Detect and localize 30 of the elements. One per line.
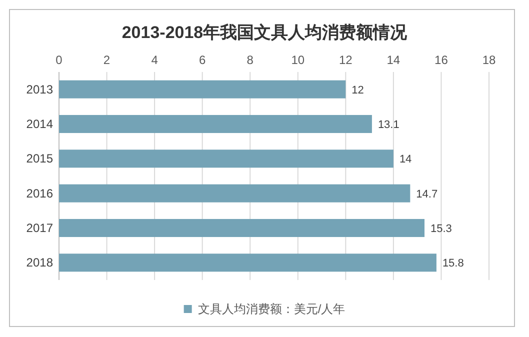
bar [59, 114, 372, 134]
x-tick-label: 10 [291, 53, 305, 67]
bar [59, 150, 394, 168]
x-tick-label: 14 [386, 53, 400, 67]
data-label: 13.1 [378, 119, 400, 131]
x-tick-label: 18 [482, 53, 496, 67]
legend-label: 文具人均消费额：美元/人年 [198, 302, 346, 316]
bar [59, 80, 346, 98]
x-tick-label: 12 [338, 53, 353, 67]
data-label: 14.7 [416, 188, 438, 200]
y-tick-label: 2017 [26, 221, 54, 235]
bar [59, 184, 410, 202]
x-tick-label: 2 [103, 53, 110, 67]
data-label: 15.3 [430, 223, 452, 235]
x-tick-label: 8 [246, 53, 254, 67]
chart-title: 2013-2018年我国文具人均消费额情况 [122, 23, 408, 42]
y-tick-label: 2018 [26, 256, 54, 270]
bar [59, 218, 424, 238]
y-tick-label: 2016 [26, 186, 54, 200]
bar [59, 254, 436, 272]
y-tick-label: 2014 [26, 117, 54, 131]
data-label: 12 [352, 84, 364, 96]
y-tick-label: 2013 [26, 82, 54, 96]
x-tick-label: 16 [434, 53, 448, 67]
y-tick-label: 2015 [26, 152, 54, 166]
x-tick-label: 0 [56, 53, 63, 67]
data-label: 14 [399, 154, 412, 166]
data-label: 15.8 [442, 258, 464, 270]
x-tick-label: 4 [151, 53, 158, 67]
x-tick-label: 6 [198, 53, 206, 67]
